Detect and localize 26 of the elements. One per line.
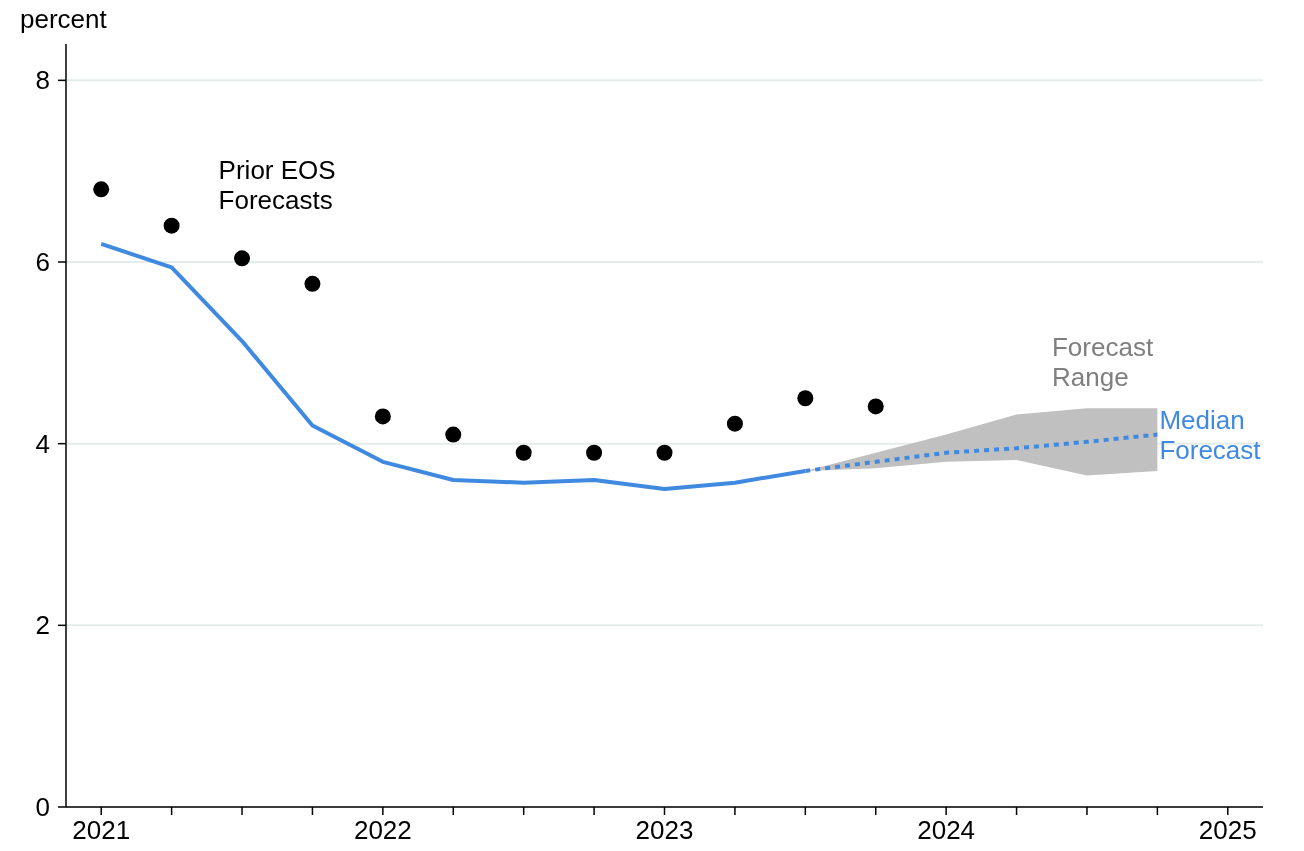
point [586,444,603,461]
y-tick-label: 8 [35,65,50,96]
y-tick-label: 6 [35,247,50,278]
x-tick-label: 2022 [353,815,412,845]
y-axis-title: percent [20,4,108,34]
x-tick-label: 2025 [1198,815,1257,845]
point [163,217,180,234]
series-label: Median Forecast [1159,404,1262,465]
annotation: Prior EOS Forecasts [218,154,336,215]
x-tick-label: 2021 [72,815,131,845]
point [93,181,110,198]
point [234,250,251,267]
point [515,444,532,461]
y-tick-label: 2 [35,610,50,641]
point [797,390,814,407]
point [867,398,884,415]
x-tick-label: 2023 [635,815,694,845]
x-tick-label: 2024 [917,815,976,845]
point [726,415,743,432]
y-tick-label: 0 [35,792,50,823]
point [374,408,391,425]
point [445,426,462,443]
y-tick-label: 4 [35,428,50,459]
point [304,275,321,292]
point [656,444,673,461]
annotation: Forecast Range [1051,332,1154,393]
